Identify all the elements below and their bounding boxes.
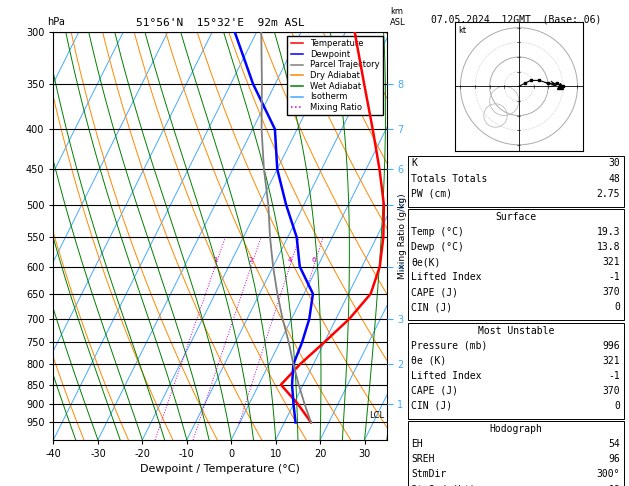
Text: EH: EH — [411, 439, 423, 450]
Text: -1: -1 — [608, 272, 620, 282]
Text: Temp (°C): Temp (°C) — [411, 227, 464, 237]
Text: 1: 1 — [213, 257, 218, 263]
Text: 19.3: 19.3 — [597, 227, 620, 237]
Text: 0: 0 — [615, 302, 620, 312]
Text: 4: 4 — [287, 257, 292, 263]
Text: 2.75: 2.75 — [597, 189, 620, 199]
Text: Most Unstable: Most Unstable — [477, 326, 554, 336]
Text: θe(K): θe(K) — [411, 257, 441, 267]
Text: hPa: hPa — [47, 17, 65, 27]
Text: StmDir: StmDir — [411, 469, 447, 480]
Text: © weatheronline.co.uk: © weatheronline.co.uk — [459, 474, 572, 484]
Text: 2: 2 — [249, 257, 253, 263]
Text: Lifted Index: Lifted Index — [411, 371, 482, 381]
Text: 321: 321 — [603, 356, 620, 366]
Text: 48: 48 — [608, 174, 620, 184]
Text: SREH: SREH — [411, 454, 435, 465]
Text: CIN (J): CIN (J) — [411, 302, 452, 312]
Text: 321: 321 — [603, 257, 620, 267]
Text: PW (cm): PW (cm) — [411, 189, 452, 199]
X-axis label: Dewpoint / Temperature (°C): Dewpoint / Temperature (°C) — [140, 465, 300, 474]
Text: 370: 370 — [603, 287, 620, 297]
Text: 300°: 300° — [597, 469, 620, 480]
Text: km
ASL: km ASL — [390, 7, 406, 27]
Text: 96: 96 — [608, 454, 620, 465]
Text: θe (K): θe (K) — [411, 356, 447, 366]
Legend: Temperature, Dewpoint, Parcel Trajectory, Dry Adiabat, Wet Adiabat, Isotherm, Mi: Temperature, Dewpoint, Parcel Trajectory… — [287, 36, 382, 115]
Title: 51°56'N  15°32'E  92m ASL: 51°56'N 15°32'E 92m ASL — [136, 18, 304, 28]
Text: Surface: Surface — [495, 212, 537, 222]
Text: 0: 0 — [615, 401, 620, 411]
Text: 996: 996 — [603, 341, 620, 351]
Text: CAPE (J): CAPE (J) — [411, 386, 459, 396]
Text: StmSpd (kt): StmSpd (kt) — [411, 485, 476, 486]
Text: 13.8: 13.8 — [597, 242, 620, 252]
Text: Hodograph: Hodograph — [489, 424, 542, 434]
Text: 07.05.2024  12GMT  (Base: 06): 07.05.2024 12GMT (Base: 06) — [431, 15, 601, 25]
Text: 370: 370 — [603, 386, 620, 396]
Text: kt: kt — [459, 26, 467, 35]
Text: Totals Totals: Totals Totals — [411, 174, 487, 184]
Text: 6: 6 — [311, 257, 316, 263]
Text: CIN (J): CIN (J) — [411, 401, 452, 411]
Text: 19: 19 — [608, 485, 620, 486]
Text: Lifted Index: Lifted Index — [411, 272, 482, 282]
Text: K: K — [411, 158, 417, 169]
Text: 54: 54 — [608, 439, 620, 450]
Text: -1: -1 — [608, 371, 620, 381]
Text: Dewp (°C): Dewp (°C) — [411, 242, 464, 252]
Text: Mixing Ratio (g/kg): Mixing Ratio (g/kg) — [398, 193, 407, 278]
Text: 30: 30 — [608, 158, 620, 169]
Text: Pressure (mb): Pressure (mb) — [411, 341, 487, 351]
Text: LCL: LCL — [369, 412, 384, 420]
Text: CAPE (J): CAPE (J) — [411, 287, 459, 297]
